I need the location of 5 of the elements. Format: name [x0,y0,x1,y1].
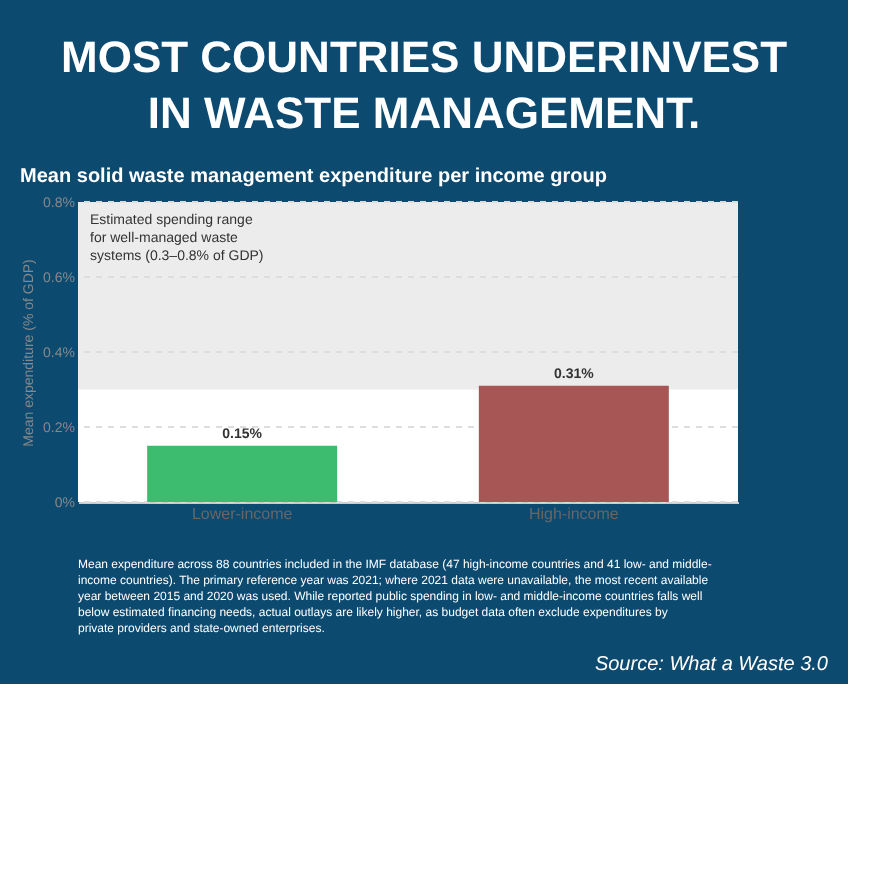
x-tick-label: High-income [528,505,620,523]
source-note: Source: What a Waste 3.0 [594,654,829,676]
x-tick-label: Lower-income [191,505,294,523]
chart-title: MOST COUNTRIES UNDERINVEST IN WASTE MANAGEMENT. [61,32,789,138]
chart-subtitle: Mean solid waste management expenditure per income group [20,166,607,188]
